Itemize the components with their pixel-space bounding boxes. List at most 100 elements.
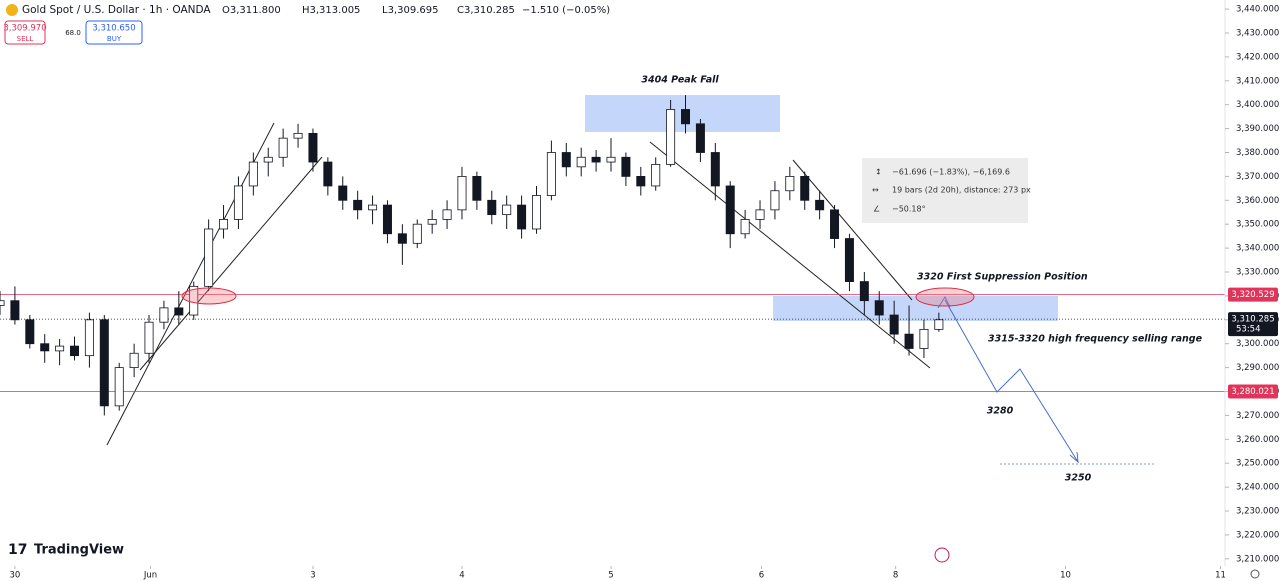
y-tick-label: 3,240.000 [1236, 483, 1279, 493]
annotation: 3250 [1065, 473, 1092, 484]
last-price-label: 3,310.285 [1231, 315, 1274, 325]
candle-body [0, 300, 5, 306]
candle-body [10, 300, 20, 321]
sell-button[interactable] [4, 20, 46, 45]
logo-mark: 17 [8, 542, 27, 558]
ohlc: O3,311.800 [222, 5, 281, 16]
x-tick-label: 4 [459, 571, 464, 581]
candle-body [323, 161, 333, 187]
candle-body [919, 328, 929, 349]
trend-line [139, 156, 323, 371]
ohlc: C3,310.285 [457, 5, 515, 16]
candle-body [397, 233, 407, 244]
y-tick-label: 3,270.000 [1236, 411, 1279, 421]
icon: ↔ [872, 186, 879, 195]
candle-body [219, 219, 229, 230]
buy-price: 3,310.650 [92, 24, 135, 34]
y-tick-label: 3,370.000 [1236, 172, 1279, 182]
candle-body [368, 204, 378, 211]
ohlc: L3,309.695 [382, 5, 438, 16]
y-tick-label: 3,210.000 [1236, 554, 1279, 564]
candle-body [487, 199, 497, 216]
candle-body [621, 156, 631, 177]
candle-body [576, 156, 586, 168]
candle-body [874, 300, 884, 316]
candle-body [308, 132, 318, 163]
candle-body [293, 132, 303, 139]
price-tag [1228, 287, 1278, 302]
annotation: 3280 [987, 406, 1014, 417]
candle-body [606, 156, 616, 163]
y-tick-label: 3,290.000 [1236, 363, 1279, 373]
candle-body [666, 109, 676, 165]
y-tick-label: 3,260.000 [1236, 435, 1279, 445]
sell-price: 3,309.970 [3, 24, 46, 34]
y-tick-label: 3,430.000 [1236, 28, 1279, 38]
y-tick-label: 3,380.000 [1236, 148, 1279, 158]
candle-body [800, 175, 810, 201]
y-tick-label: 3,220.000 [1236, 530, 1279, 540]
countdown: 53:54 [1236, 325, 1261, 335]
settings-icon[interactable] [1250, 569, 1260, 579]
candle-body [785, 175, 795, 192]
annotation: 3404 Peak Fall [641, 75, 719, 86]
x-tick-label: 11 [1215, 571, 1226, 581]
buy-button[interactable] [85, 20, 143, 45]
highlight [915, 287, 975, 307]
candle-body [904, 333, 914, 349]
y-tick-label: 3,410.000 [1236, 76, 1279, 86]
y-tick-label: 3,360.000 [1236, 196, 1279, 206]
annotation: 3315-3320 high frequency selling range [988, 334, 1203, 345]
annotation: 3320 First Suppression Position [917, 272, 1088, 283]
logo: TradingView [34, 543, 124, 558]
candle-body [248, 161, 258, 187]
arrow-head [1069, 451, 1079, 464]
candle-body [889, 314, 899, 335]
measure-box [862, 158, 1028, 223]
candle-body [99, 319, 109, 407]
change: −1.510 (−0.05%) [522, 5, 610, 16]
candle-body [859, 281, 869, 302]
candle-body [70, 345, 80, 357]
y-tick-label: 3,300.000 [1236, 339, 1279, 349]
candle-body [129, 352, 139, 369]
x-tick-label: 3 [310, 571, 315, 581]
candle-body [84, 319, 94, 357]
arrow-head [937, 295, 951, 309]
sell-label: SELL [17, 35, 34, 43]
alert-icon[interactable] [934, 547, 950, 563]
icon: ∠ [873, 205, 880, 214]
price-tag [1228, 384, 1278, 399]
candle-body [681, 109, 691, 125]
projection [944, 299, 1079, 463]
trend-line [792, 159, 913, 301]
candle-body [770, 190, 780, 211]
measure-text: 19 bars (2d 20h), distance: 273 px [892, 186, 1031, 195]
candle-body [40, 343, 50, 352]
candle-body [189, 285, 199, 316]
y-tick-label: 3,350.000 [1236, 220, 1279, 230]
x-tick-label: Jun [143, 571, 157, 581]
plot [0, 95, 1225, 416]
measure-text: −61.696 (−1.83%), −6,169.6 [892, 168, 1010, 177]
candle-body [412, 223, 422, 244]
symbol-icon [6, 4, 18, 16]
candle-body [382, 204, 392, 235]
candle-body [830, 209, 840, 239]
candle-body [517, 204, 527, 230]
spread: 68.0 [65, 29, 81, 37]
candle-body [263, 156, 273, 163]
y-tick-label: 3,390.000 [1236, 124, 1279, 134]
candle-body [159, 307, 169, 323]
candle-body [531, 195, 541, 230]
candle-body [710, 152, 720, 187]
candle-body [844, 238, 854, 282]
highlight [181, 287, 237, 305]
candle-body [457, 175, 467, 211]
y-tick-label: 3,330.000 [1236, 268, 1279, 278]
candle-body [233, 185, 243, 220]
candle-body [25, 319, 35, 345]
candle-body [591, 156, 601, 163]
candle-body [353, 199, 363, 211]
